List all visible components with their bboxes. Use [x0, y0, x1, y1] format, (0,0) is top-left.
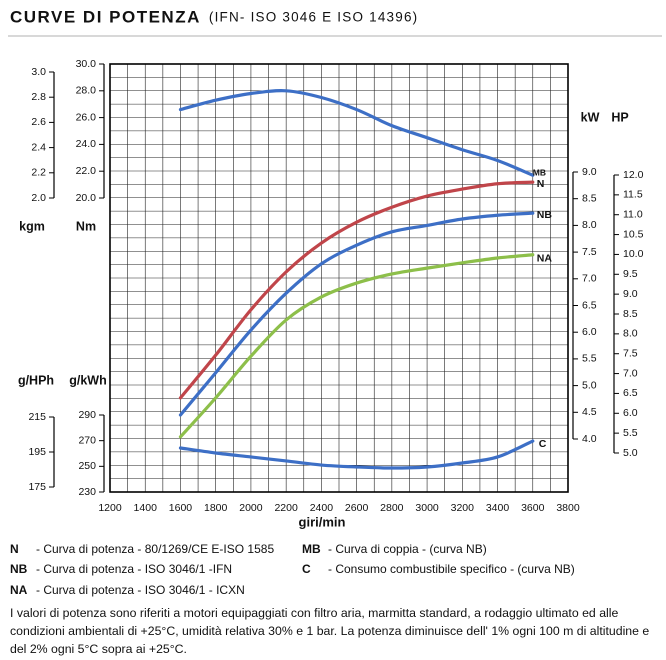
y-tick-label: 2.6: [31, 116, 46, 128]
y-tick-label: 11.5: [623, 189, 643, 201]
y-tick-label: 230: [78, 486, 96, 498]
y-tick-label: 195: [28, 446, 46, 458]
chart-title: CURVE DI POTENZA: [10, 7, 201, 26]
y-tick-label: 8.5: [623, 308, 638, 320]
y-tick-label: 8.0: [623, 328, 638, 340]
y-axis-title: Nm: [76, 219, 96, 233]
y-tick-label: 7.5: [623, 347, 638, 359]
legend-key: MB: [302, 542, 321, 556]
series-end-label: NB: [537, 209, 553, 221]
x-tick-label: 1800: [204, 502, 228, 514]
x-tick-label: 2000: [239, 502, 263, 514]
y-tick-label: 22.0: [76, 165, 97, 177]
y-tick-label: 175: [28, 481, 46, 493]
x-tick-label: 3000: [415, 502, 439, 514]
footnote: I valori di potenza sono riferiti a moto…: [10, 606, 650, 656]
legend-key: NA: [10, 583, 28, 597]
y-tick-label: 5.5: [582, 353, 597, 365]
series-line: [178, 253, 535, 439]
x-tick-label: 2600: [345, 502, 369, 514]
legend-label: - Consumo combustibile specifico - (curv…: [328, 562, 575, 576]
y-tick-label: 250: [78, 460, 96, 472]
y-tick-label: 10.5: [623, 228, 644, 240]
y-tick-label: 2.8: [31, 91, 46, 103]
x-tick-label: 3400: [486, 502, 510, 514]
y-tick-label: 6.5: [623, 387, 638, 399]
chart: CURVE DI POTENZA (IFN- ISO 3046 E ISO 14…: [8, 7, 662, 597]
legend-label: - Curva di potenza - 80/1269/CE E-ISO 15…: [36, 542, 274, 556]
series-line: [178, 439, 535, 470]
x-tick-label: 1400: [134, 502, 158, 514]
y-tick-label: 5.5: [623, 427, 638, 439]
x-tick-label: 2400: [310, 502, 334, 514]
x-axis-label: giri/min: [299, 514, 346, 529]
y-tick-label: 5.0: [582, 379, 597, 391]
y-tick-label: 11.0: [623, 208, 643, 220]
x-tick-label: 1600: [169, 502, 193, 514]
y-tick-label: 2.0: [31, 192, 46, 204]
y-tick-label: 2.4: [31, 141, 46, 153]
plot-frame: [109, 63, 569, 493]
legend-label: - Curva di potenza - ISO 3046/1 -IFN: [36, 562, 232, 576]
series-end-label: N: [537, 178, 545, 190]
x-tick-label: 3600: [521, 502, 545, 514]
y-tick-label: 24.0: [76, 138, 97, 150]
y-tick-label: 28.0: [76, 85, 97, 97]
series-line: [178, 211, 535, 417]
y-tick-label: 2.2: [31, 167, 46, 179]
y-tick-label: 7.5: [582, 246, 597, 258]
chart-subtitle: (IFN- ISO 3046 E ISO 14396): [209, 10, 418, 25]
y-axis-title: g/kWh: [69, 373, 107, 387]
series-line: [178, 180, 535, 400]
y-tick-label: 10.0: [623, 248, 644, 260]
x-tick-label: 2800: [380, 502, 404, 514]
x-tick-label: 2200: [274, 502, 298, 514]
x-tick-label: 3200: [451, 502, 475, 514]
legend-key: NB: [10, 562, 28, 576]
y-tick-label: 7.0: [582, 273, 597, 285]
y-tick-label: 30.0: [76, 58, 97, 70]
legend-label: - Curva di potenza - ISO 3046/1 - ICXN: [36, 583, 245, 597]
y-tick-label: 4.0: [582, 433, 597, 445]
y-tick-label: 270: [78, 434, 96, 446]
y-axis-title: g/HPh: [18, 373, 54, 387]
y-tick-label: 4.5: [582, 406, 597, 418]
y-tick-label: 6.0: [623, 407, 638, 419]
y-tick-label: 26.0: [76, 111, 97, 123]
legend-key: N: [10, 542, 19, 556]
y-tick-label: 5.0: [623, 447, 638, 459]
y-axis-title: HP: [611, 110, 628, 124]
series-end-label: MB: [533, 167, 546, 177]
y-tick-label: 8.0: [582, 219, 597, 231]
y-tick-label: 9.0: [623, 288, 638, 300]
y-tick-label: 20.0: [76, 192, 97, 204]
series-line: [178, 89, 535, 177]
y-tick-label: 9.5: [623, 268, 638, 280]
series-end-label: C: [539, 438, 547, 450]
x-tick-label: 1200: [98, 502, 122, 514]
y-tick-label: 8.5: [582, 192, 597, 204]
y-tick-label: 9.0: [582, 166, 597, 178]
y-tick-label: 6.0: [582, 326, 597, 338]
x-tick-label: 3800: [556, 502, 580, 514]
legend-key: C: [302, 562, 311, 576]
y-tick-label: 215: [28, 411, 46, 423]
legend-label: - Curva di coppia - (curva NB): [328, 542, 487, 556]
y-axis-title: kgm: [19, 219, 45, 233]
y-tick-label: 290: [78, 409, 96, 421]
y-tick-label: 3.0: [31, 66, 46, 78]
series-end-label: NA: [537, 253, 553, 265]
y-tick-label: 7.0: [623, 367, 638, 379]
y-axis-title: kW: [581, 110, 600, 124]
y-tick-label: 6.5: [582, 299, 597, 311]
y-tick-label: 12.0: [623, 169, 644, 181]
